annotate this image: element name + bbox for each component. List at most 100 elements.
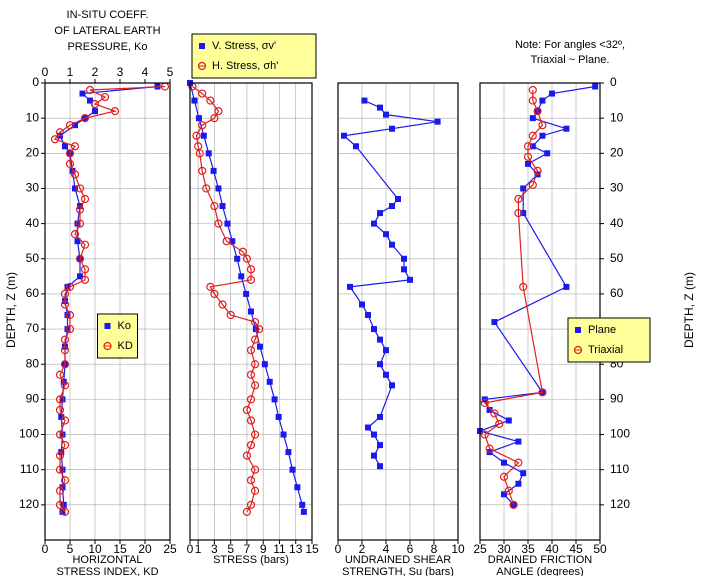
data-point [491, 319, 498, 326]
legend-label: KD [118, 340, 133, 352]
data-point [520, 185, 527, 192]
plot-frame [479, 82, 601, 541]
data-point [50, 135, 60, 144]
data-point [55, 405, 65, 415]
x-tick-label: 11 [273, 542, 286, 556]
y-tick-label: 90 [26, 392, 40, 406]
data-point [523, 142, 533, 151]
data-point [65, 159, 75, 168]
data-point [533, 166, 542, 175]
data-point [60, 476, 70, 485]
data-point [377, 413, 383, 420]
data-point [60, 381, 70, 390]
x-tick-label: 25 [163, 542, 177, 556]
data-point [210, 289, 219, 299]
data-point [87, 97, 93, 104]
data-point [65, 282, 75, 291]
data-point [85, 85, 95, 95]
data-point [389, 203, 395, 210]
data-point [198, 89, 207, 98]
y-tick-label: 120 [19, 497, 39, 511]
data-point [64, 283, 71, 290]
data-point [214, 219, 223, 228]
x-tick-label: 5 [227, 542, 234, 556]
data-point [365, 424, 371, 431]
data-point [539, 97, 546, 104]
series-line [483, 90, 544, 506]
data-point [74, 220, 81, 227]
data-point [59, 431, 66, 438]
data-point [389, 382, 395, 389]
x-axis-title: DRAINED FRICTION [488, 554, 593, 566]
data-point [80, 240, 90, 249]
data-point [519, 282, 528, 291]
data-point [229, 238, 236, 245]
data-point [499, 472, 509, 481]
x-tick-label: 0 [187, 542, 194, 556]
x-tick-label: 1 [195, 542, 202, 556]
legend-label: V. Stress, σv' [212, 40, 276, 52]
note: Note: For angles <32º, [515, 39, 625, 51]
data-point [200, 132, 207, 139]
data-point [192, 131, 201, 140]
data-point [80, 275, 90, 284]
data-point [222, 237, 231, 246]
plot-area [480, 83, 600, 540]
legend-label: Plane [588, 324, 616, 336]
data-point [371, 431, 377, 438]
data-point [389, 125, 395, 132]
data-point [347, 283, 353, 290]
data-point [195, 149, 204, 158]
y-tick-label: 110 [610, 462, 629, 476]
data-point [246, 476, 256, 485]
data-point [246, 395, 256, 404]
plot-frame [189, 82, 313, 541]
data-point [250, 335, 260, 344]
y-tick-label: 20 [26, 145, 40, 159]
data-point [538, 121, 547, 130]
legend-box [97, 313, 138, 359]
data-point [60, 289, 70, 299]
x-axis-title: ANGLE (degrees) [496, 566, 583, 576]
data-point [110, 107, 120, 116]
data-point [250, 486, 260, 495]
data-point [480, 430, 489, 439]
data-point [246, 440, 256, 450]
data-point [248, 308, 254, 315]
data-point [246, 416, 256, 425]
data-point [206, 282, 215, 291]
data-point [206, 96, 215, 105]
data-point [271, 396, 278, 403]
y-tick-label: 90 [610, 392, 624, 406]
x-tick-label: 10 [451, 542, 465, 556]
y-tick-label: 60 [610, 286, 624, 300]
data-point [250, 465, 260, 474]
y-tick-label: 30 [26, 181, 40, 195]
y-tick-label: 10 [610, 110, 624, 124]
data-point [79, 90, 86, 97]
data-point [495, 419, 504, 429]
data-point [395, 196, 401, 203]
data-point [383, 231, 389, 238]
data-point [505, 417, 512, 424]
data-point [238, 247, 247, 256]
x-tick-label: 15 [113, 542, 127, 556]
data-point [377, 442, 383, 449]
data-point [250, 381, 260, 390]
y-tick-label: 120 [610, 497, 630, 511]
data-point [294, 484, 301, 491]
data-point [365, 312, 371, 319]
data-point [353, 143, 359, 150]
data-point [250, 430, 260, 439]
y-tick-label: 10 [26, 110, 40, 124]
data-point [434, 118, 441, 125]
data-point [65, 324, 75, 334]
plot-area [45, 83, 170, 540]
data-point [514, 458, 523, 467]
data-point [515, 480, 522, 487]
data-point [563, 125, 570, 132]
data-point [60, 335, 70, 344]
x-tick-label: 15 [305, 542, 319, 556]
data-point [195, 115, 202, 122]
